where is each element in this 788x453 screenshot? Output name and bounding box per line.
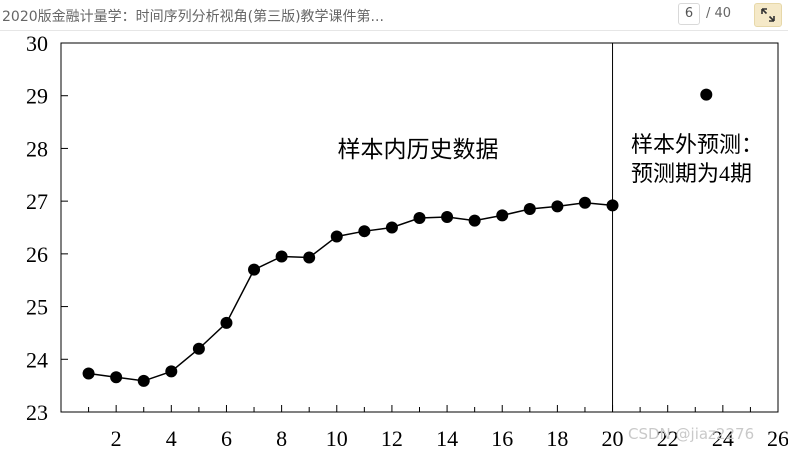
watermark: CSDN @jiaz2276 — [628, 425, 755, 443]
x-tick-label: 6 — [221, 426, 232, 451]
series-line — [88, 201, 613, 382]
data-point — [441, 210, 454, 223]
viewer-header: 2020版金融计量学：时间序列分析视角(第三版)教学课件第... 6 / 40 — [0, 0, 788, 31]
y-tick-label: 26 — [26, 242, 48, 267]
y-tick-label: 29 — [26, 84, 48, 109]
x-tick-label: 14 — [436, 426, 458, 451]
plot-area — [60, 42, 779, 413]
out-sample-annotation-line1: 样本外预测： — [631, 132, 763, 157]
data-point — [220, 316, 233, 329]
data-point — [275, 250, 288, 263]
data-point — [110, 371, 123, 384]
y-axis: 23 24 25 26 27 28 29 30 — [26, 31, 68, 425]
data-point — [82, 367, 95, 380]
x-axis: 2 4 6 8 10 12 14 16 18 20 22 24 26 — [88, 405, 788, 451]
x-tick-label: 22 — [657, 426, 679, 451]
data-point — [385, 221, 398, 234]
expand-button[interactable] — [754, 3, 782, 27]
x-tick-label: 12 — [381, 426, 403, 451]
x-tick-label: 16 — [491, 426, 513, 451]
y-tick-label: 23 — [26, 400, 48, 425]
current-page-input[interactable]: 6 — [678, 3, 700, 25]
data-point — [330, 230, 343, 243]
data-point — [551, 200, 564, 213]
expand-arrows-icon — [761, 8, 775, 22]
data-point — [578, 196, 591, 209]
y-tick-label: 24 — [26, 347, 48, 372]
x-tick-label: 24 — [712, 426, 734, 451]
x-tick-label: 26 — [767, 426, 788, 451]
data-point — [523, 203, 536, 216]
data-point — [606, 199, 619, 212]
x-tick-label: 2 — [111, 426, 122, 451]
x-tick-label: 10 — [326, 426, 348, 451]
data-point — [468, 214, 481, 227]
data-point — [496, 209, 509, 222]
data-point — [358, 225, 371, 238]
y-tick-label: 27 — [26, 189, 48, 214]
y-tick-label: 30 — [26, 31, 48, 56]
document-title: 2020版金融计量学：时间序列分析视角(第三版)教学课件第... — [2, 9, 384, 25]
x-tick-label: 4 — [166, 426, 177, 451]
out-sample-annotation-line2: 预测期为4期 — [631, 161, 752, 186]
in-sample-annotation: 样本内历史数据 — [338, 137, 499, 162]
y-tick-label: 28 — [26, 136, 48, 161]
data-point — [248, 263, 261, 276]
data-point — [700, 88, 713, 101]
data-point — [303, 251, 316, 264]
data-points — [82, 88, 713, 387]
data-point — [137, 374, 150, 387]
data-point — [192, 342, 205, 355]
x-tick-label: 8 — [276, 426, 287, 451]
data-point — [165, 365, 178, 378]
x-tick-label: 18 — [546, 426, 568, 451]
page-total: / 40 — [706, 6, 732, 21]
x-tick-label: 20 — [602, 426, 624, 451]
data-point — [413, 212, 426, 225]
y-tick-label: 25 — [26, 295, 48, 320]
